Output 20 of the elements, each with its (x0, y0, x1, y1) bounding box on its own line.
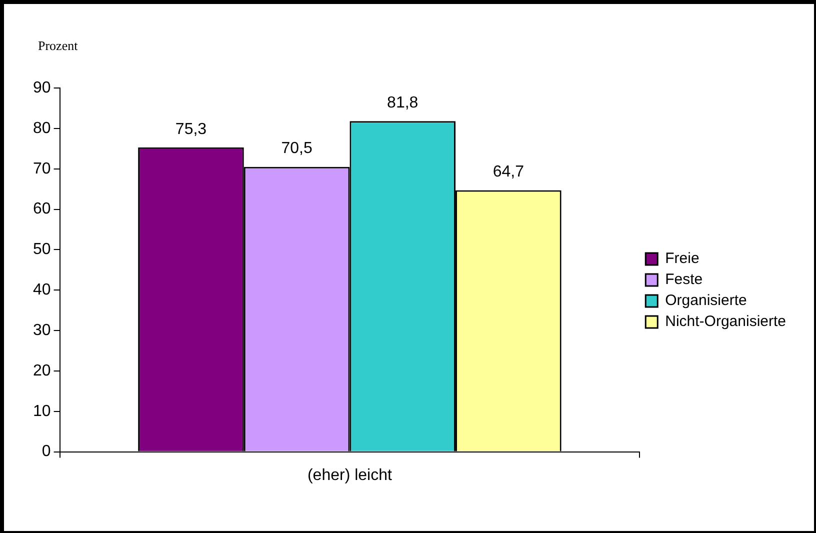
y-tick-label: 30 (33, 322, 51, 339)
y-tick-label: 20 (33, 362, 51, 380)
legend-label: Organisierte (665, 292, 747, 310)
legend-label: Freie (665, 250, 700, 268)
y-tick-label: 10 (33, 402, 51, 420)
y-tick-label: 80 (33, 120, 51, 137)
data-label: 75,3 (175, 120, 207, 138)
data-label: 81,8 (387, 94, 418, 112)
x-tick-label: (eher) leicht (307, 466, 392, 484)
data-label: 70,5 (281, 140, 312, 158)
y-tick-label: 40 (33, 282, 51, 299)
y-axis-title: Prozent (38, 38, 78, 54)
y-tick-label: 70 (33, 160, 51, 178)
legend-label: Feste (665, 271, 703, 288)
data-label: 64,7 (492, 164, 524, 181)
legend-label: Nicht-Organisierte (665, 313, 786, 330)
y-tick-label: 60 (33, 200, 51, 218)
y-tick-label: 50 (33, 241, 51, 258)
y-tick-label: 90 (33, 79, 51, 96)
y-tick-label: 0 (42, 443, 51, 460)
